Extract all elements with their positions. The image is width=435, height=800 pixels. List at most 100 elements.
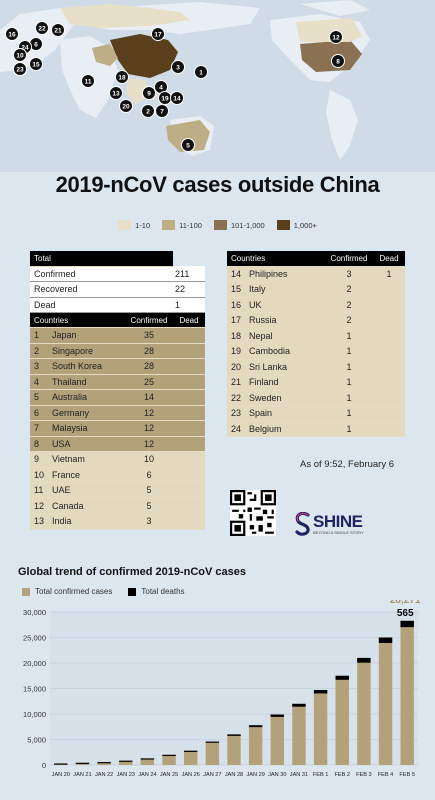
table-row: 24 Belgium 1 — [227, 421, 405, 437]
row-confirmed: 28 — [125, 358, 173, 375]
confirmed-bar — [335, 675, 349, 765]
row-dead — [373, 281, 405, 298]
row-country: UAE — [48, 482, 125, 499]
page-title: 2019-nCoV cases outside China — [55, 172, 380, 197]
header-countries: Countries — [30, 312, 125, 328]
totals-value: 22 — [125, 281, 205, 298]
map-badge-number: 4 — [159, 85, 163, 92]
row-country: South Korea — [48, 358, 125, 375]
x-tick-label: FEB 4 — [378, 772, 394, 778]
deaths-total-label: 565 — [397, 608, 414, 619]
map-badge — [329, 30, 343, 44]
row-number: 15 — [227, 281, 246, 298]
legend-swatch — [213, 220, 227, 230]
totals-label: Recovered — [30, 281, 125, 298]
legend-swatch — [118, 220, 132, 230]
row-dead — [173, 498, 205, 514]
y-tick-label: 10,000 — [23, 710, 46, 719]
table-row: 5 Australia 14 — [30, 389, 205, 406]
row-country: Finland — [245, 374, 325, 391]
confirmed-bar — [140, 758, 155, 765]
shine-logo-icon — [295, 512, 310, 536]
row-confirmed: 3 — [125, 513, 173, 530]
map-badge — [331, 54, 345, 68]
legend-swatch — [162, 220, 176, 230]
table-row: 2 Singapore 28 — [30, 343, 205, 359]
row-number: 11 — [30, 482, 49, 499]
row-dead — [373, 343, 405, 360]
map-badge — [119, 99, 133, 113]
row-confirmed: 28 — [125, 343, 173, 359]
legend-label: 1,000+ — [293, 220, 317, 230]
map-badge-number: 11 — [85, 79, 92, 86]
row-country: Thailand — [48, 374, 125, 390]
table-row: 20 Sri Lanka 1 — [227, 359, 405, 375]
map-badge-number: 9 — [147, 91, 151, 98]
map-badge — [13, 48, 27, 62]
qr-code[interactable] — [230, 490, 276, 536]
row-dead — [173, 482, 205, 499]
x-tick-label: JAN 22 — [95, 772, 113, 778]
row-country: Malaysia — [48, 420, 125, 437]
y-tick-label: 30,000 — [23, 608, 46, 617]
row-number: 19 — [227, 343, 246, 360]
confirmed-bar — [400, 620, 414, 765]
row-dead — [373, 405, 405, 422]
x-tick-label: JAN 20 — [52, 772, 70, 778]
row-confirmed: 14 — [125, 389, 173, 406]
table-row: 13 India 3 — [30, 513, 205, 530]
row-country: Belgium — [245, 421, 325, 437]
right-table: Countries Confirmed Dead 14 Philipines 3 1 1… — [227, 251, 405, 437]
row-dead — [373, 421, 405, 437]
y-tick-label: 15,000 — [23, 685, 46, 694]
row-number: 10 — [30, 467, 49, 483]
confirmed-bar — [378, 637, 393, 765]
row-number: 12 — [30, 498, 49, 514]
deaths-bar — [183, 750, 198, 752]
deaths-bar — [335, 675, 349, 680]
row-number: 21 — [227, 374, 246, 391]
x-tick-label: JAN 28 — [225, 772, 243, 778]
map-badge — [194, 65, 208, 79]
map-badge — [142, 86, 156, 100]
map-badge — [13, 62, 27, 76]
row-confirmed: 2 — [325, 297, 373, 313]
table-row: 4 Thailand 25 — [30, 374, 205, 390]
row-number: 20 — [227, 359, 246, 375]
chart-title: Global trend of confirmed 2019-nCoV case… — [18, 566, 247, 578]
row-confirmed: 12 — [125, 436, 173, 452]
table-row: 18 Nepal 1 — [227, 328, 405, 344]
row-confirmed: 12 — [125, 405, 173, 421]
row-dead — [173, 405, 205, 421]
deaths-bar — [119, 760, 133, 762]
map-badge-number: 5 — [186, 143, 190, 150]
row-confirmed: 1 — [325, 390, 373, 406]
map-badge — [51, 23, 65, 37]
row-country: India — [48, 513, 125, 530]
row-dead — [373, 328, 405, 344]
table-row: 17 Russia 2 — [227, 312, 405, 329]
confirmed-bar — [97, 762, 111, 765]
row-country: Italy — [245, 281, 325, 298]
row-dead: 1 — [373, 266, 405, 282]
table-header: Countries Confirmed Dead — [30, 312, 205, 328]
row-dead — [173, 374, 205, 390]
legend-swatch — [276, 220, 290, 230]
deaths-bar — [357, 657, 371, 663]
table-row: 3 South Korea 28 — [30, 358, 205, 375]
header-dead: Dead — [373, 251, 405, 267]
chart-legend: Total confirmed cases Total deaths — [22, 587, 185, 596]
table-row: 19 Cambodia 1 — [227, 343, 405, 360]
header-confirmed: Confirmed — [125, 312, 173, 328]
totals-header-label: Total — [30, 251, 173, 267]
row-country: Cambodia — [245, 343, 325, 360]
map-badge-number: 19 — [161, 96, 169, 103]
row-dead — [173, 513, 205, 530]
map-badge-number: 10 — [16, 53, 24, 60]
x-tick-label: JAN 24 — [138, 772, 156, 778]
row-country: UK — [245, 297, 325, 313]
confirmed-bar — [313, 690, 328, 765]
row-dead — [173, 327, 205, 344]
brand-name: SHINE — [313, 512, 363, 531]
